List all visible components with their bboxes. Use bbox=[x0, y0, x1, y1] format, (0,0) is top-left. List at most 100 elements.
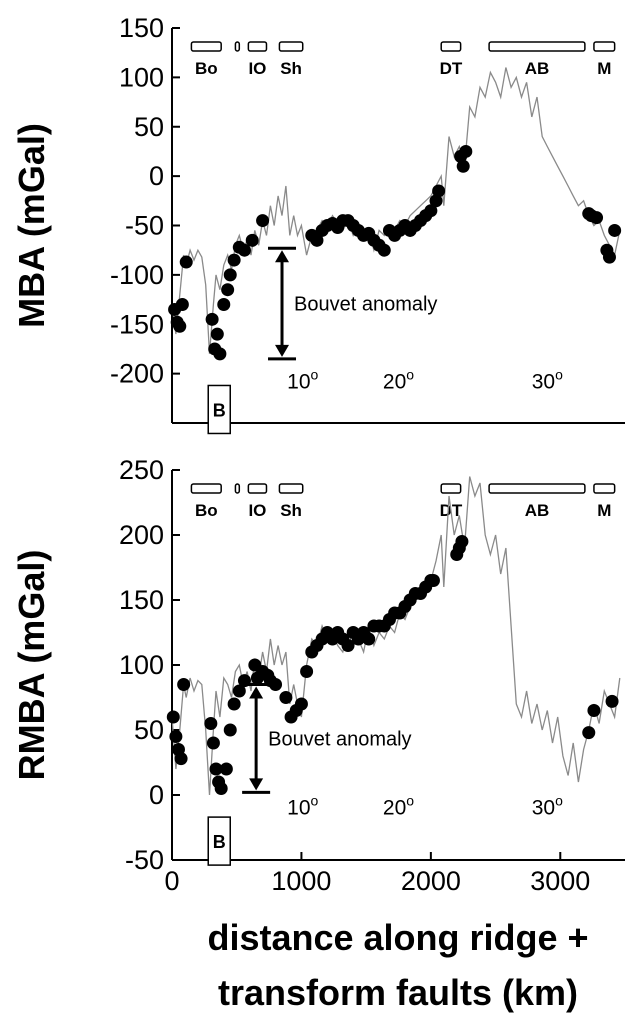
data-line bbox=[171, 476, 621, 796]
segment-label: IO bbox=[248, 59, 266, 78]
data-point bbox=[205, 312, 219, 326]
segment-label: M bbox=[597, 501, 611, 520]
anomaly-label: Bouvet anomaly bbox=[268, 728, 411, 750]
y-tick-label: 0 bbox=[149, 780, 164, 810]
segment-box bbox=[593, 483, 616, 494]
box-b-label: B bbox=[213, 832, 226, 852]
latitude-label: 10o bbox=[287, 793, 318, 820]
data-point bbox=[590, 211, 604, 225]
segment-box bbox=[234, 41, 241, 52]
segment-box bbox=[190, 41, 222, 52]
anomaly-arrowhead-up bbox=[249, 686, 264, 699]
segment-box bbox=[278, 41, 304, 52]
y-tick-label: 50 bbox=[134, 112, 164, 142]
data-point bbox=[217, 298, 231, 311]
x-tick-label: 0 bbox=[164, 866, 179, 896]
mba-panel: 150 100 50 0 -50 -100 -150 -200 MBA (mGal) Bo IO Sh… bbox=[11, 13, 625, 435]
segment-label: Bo bbox=[195, 59, 218, 78]
data-point bbox=[456, 159, 470, 173]
box-b bbox=[207, 816, 231, 866]
data-point bbox=[213, 347, 227, 361]
data-point bbox=[310, 233, 324, 247]
data-point bbox=[341, 639, 355, 652]
data-point bbox=[605, 694, 619, 708]
y-tick-label: 250 bbox=[119, 455, 164, 485]
data-point bbox=[294, 697, 308, 711]
data-point bbox=[179, 255, 193, 269]
data-point bbox=[237, 243, 251, 257]
data-point bbox=[424, 204, 438, 218]
data-point bbox=[169, 730, 183, 743]
latitude-label: 20o bbox=[383, 366, 414, 393]
segment-label: M bbox=[597, 59, 611, 78]
y-axis-label: MBA (mGal) bbox=[11, 123, 52, 328]
segment-label: AB bbox=[525, 501, 550, 520]
data-point bbox=[175, 298, 189, 311]
data-point bbox=[232, 684, 246, 698]
data-point bbox=[455, 535, 469, 548]
data-point bbox=[587, 704, 601, 717]
y-tick-label: 100 bbox=[119, 650, 164, 680]
data-point bbox=[459, 144, 473, 158]
segment-label: Sh bbox=[280, 501, 302, 520]
data-point bbox=[219, 762, 233, 776]
y-tick-label: -200 bbox=[110, 359, 164, 389]
data-point bbox=[582, 726, 596, 740]
x-axis-label-line2: transform faults (km) bbox=[218, 972, 578, 1013]
data-point bbox=[209, 762, 223, 776]
segment-box bbox=[247, 41, 268, 52]
data-point bbox=[245, 233, 259, 247]
data-point bbox=[426, 574, 440, 587]
data-point bbox=[214, 782, 228, 795]
segment-box bbox=[488, 483, 586, 494]
segment-label: Bo bbox=[195, 501, 218, 520]
y-tick-label: 150 bbox=[119, 585, 164, 615]
data-point bbox=[227, 697, 241, 711]
segment-label: AB bbox=[525, 59, 550, 78]
segment-box bbox=[247, 483, 268, 494]
data-point bbox=[269, 678, 283, 691]
data-point bbox=[174, 752, 188, 766]
data-point bbox=[429, 194, 443, 208]
data-point bbox=[177, 678, 191, 691]
data-point bbox=[362, 632, 376, 646]
segment-label: DT bbox=[440, 59, 463, 78]
anomaly-arrowhead-down bbox=[275, 344, 290, 357]
data-point bbox=[256, 214, 270, 228]
segment-box bbox=[234, 483, 241, 494]
segment-label: IO bbox=[248, 501, 266, 520]
data-point bbox=[173, 319, 187, 333]
y-axis-label: RMBA (mGal) bbox=[11, 550, 52, 781]
data-point bbox=[166, 710, 180, 724]
x-tick-label: 3000 bbox=[530, 866, 590, 896]
data-point bbox=[204, 717, 218, 730]
segment-box bbox=[190, 483, 222, 494]
data-point bbox=[206, 736, 220, 750]
x-tick-label: 2000 bbox=[401, 866, 461, 896]
y-tick-label: 0 bbox=[149, 161, 164, 191]
data-point bbox=[300, 665, 314, 678]
y-tick-label: -50 bbox=[125, 845, 164, 875]
latitude-label: 30o bbox=[532, 366, 563, 393]
data-point bbox=[602, 250, 616, 264]
y-tick-label: 150 bbox=[119, 13, 164, 43]
data-point bbox=[223, 723, 237, 737]
y-tick-label: 50 bbox=[134, 715, 164, 745]
y-tick-label: -100 bbox=[110, 260, 164, 290]
latitude-label: 20o bbox=[383, 793, 414, 820]
anomaly-label: Bouvet anomaly bbox=[294, 294, 437, 316]
data-point bbox=[223, 268, 237, 282]
data-point bbox=[227, 253, 241, 267]
y-tick-label: 200 bbox=[119, 520, 164, 550]
segment-label: Sh bbox=[280, 59, 302, 78]
segment-box bbox=[440, 483, 462, 494]
latitude-label: 10o bbox=[287, 366, 318, 393]
data-point bbox=[279, 691, 293, 704]
data-point bbox=[221, 283, 235, 297]
x-tick-label: 1000 bbox=[271, 866, 331, 896]
y-tick-label: 100 bbox=[119, 62, 164, 92]
data-point bbox=[432, 184, 446, 198]
y-tick-label: -50 bbox=[125, 211, 164, 241]
